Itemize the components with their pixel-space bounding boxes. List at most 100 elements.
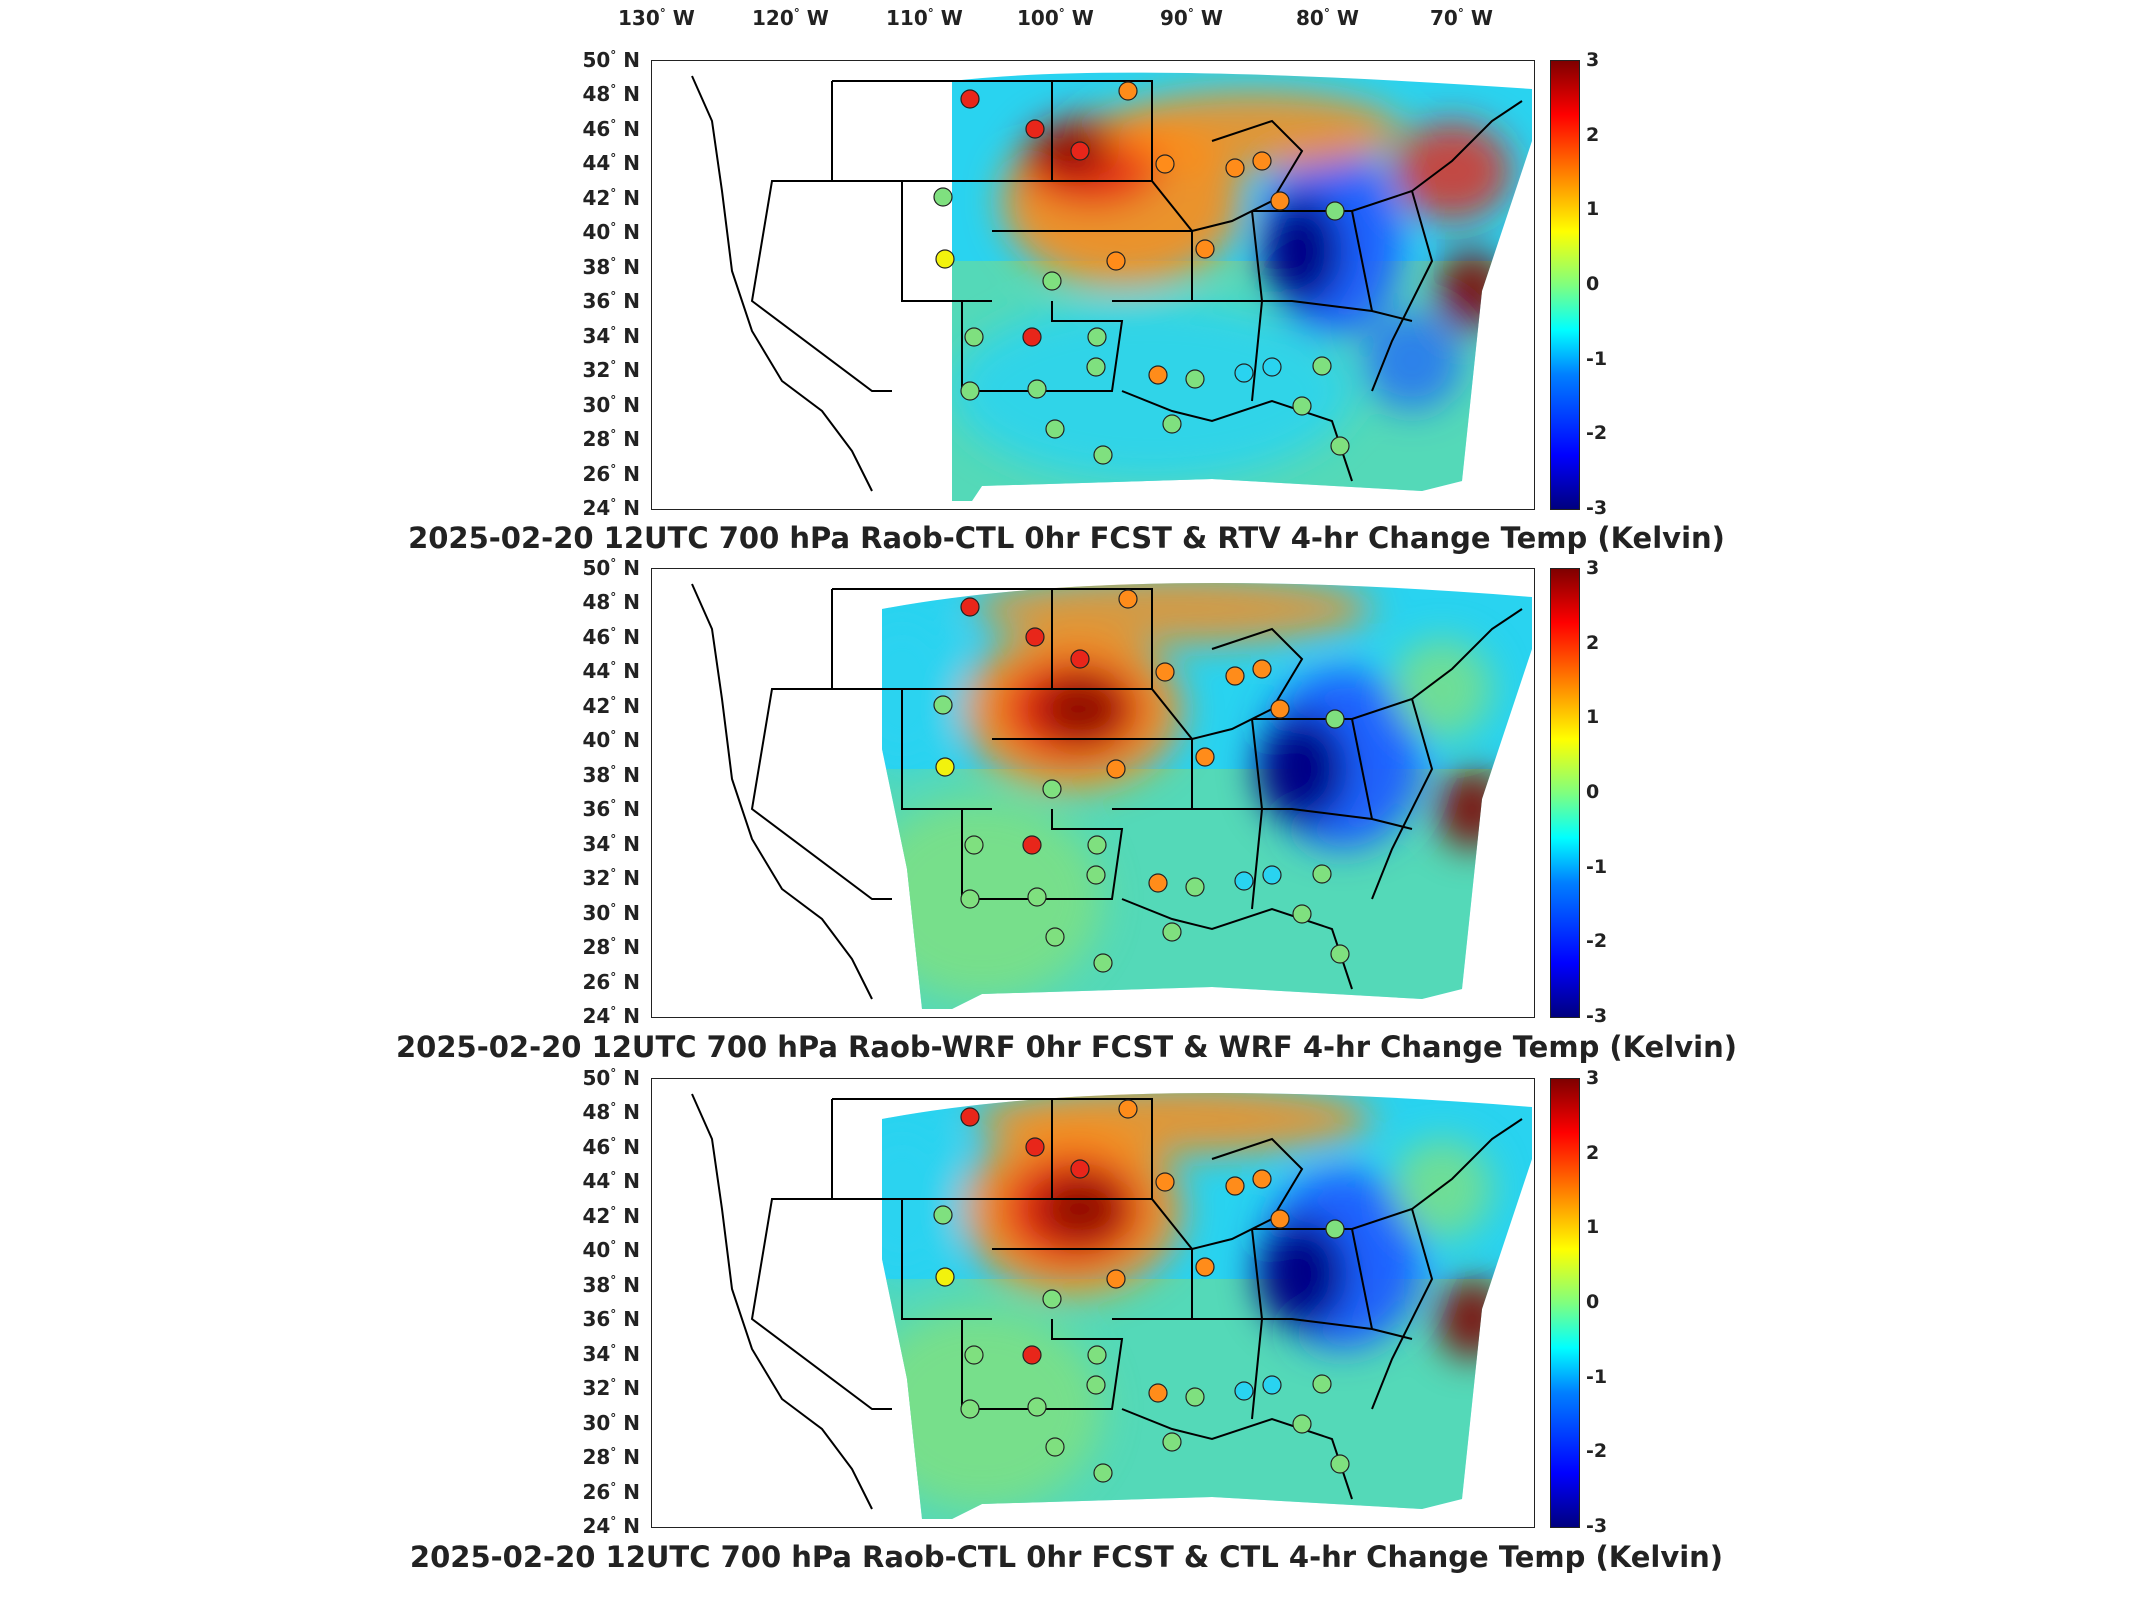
temperature-map — [691, 72, 1532, 502]
raob-station-marker — [1325, 709, 1345, 729]
raob-station-marker — [1330, 944, 1350, 964]
boundary-line — [1371, 190, 1434, 392]
raob-station-marker — [1262, 1375, 1282, 1395]
colorbar — [1550, 568, 1580, 1018]
raob-station-marker — [1106, 759, 1126, 779]
raob-station-marker — [960, 889, 980, 909]
raob-station-marker — [1025, 1137, 1045, 1157]
colorbar-tick: 1 — [1586, 706, 1600, 729]
raob-station-marker — [1118, 81, 1138, 101]
boundary-line — [1251, 210, 1264, 402]
raob-station-marker — [1022, 1345, 1042, 1365]
boundary-line — [832, 588, 1053, 690]
lat-label: 30° N — [582, 392, 640, 417]
boundary-line — [1052, 588, 1193, 810]
raob-station-marker — [1262, 865, 1282, 885]
lat-label: 30° N — [582, 1410, 640, 1435]
colorbar-tick: 0 — [1586, 1291, 1600, 1313]
boundary-line — [1371, 698, 1434, 900]
raob-station-marker — [1312, 1374, 1332, 1394]
raob-station-marker — [1225, 158, 1245, 178]
raob-station-marker — [1022, 835, 1042, 855]
raob-station-marker — [1292, 396, 1312, 416]
data-field — [882, 1093, 1532, 1520]
boundary-line — [1191, 1137, 1304, 1250]
field-blob — [972, 1093, 1372, 1154]
raob-station-marker — [1234, 363, 1254, 383]
boundary-line — [1351, 718, 1373, 820]
colorbar-tick: -3 — [1586, 1005, 1608, 1027]
field-blob — [972, 583, 1372, 644]
raob-station-marker — [933, 695, 953, 715]
lat-label: 42° N — [582, 1203, 640, 1228]
colorbar — [1550, 60, 1580, 510]
lat-label: 26° N — [582, 969, 640, 994]
raob-station-marker — [960, 1107, 980, 1127]
lat-label: 34° N — [582, 1341, 640, 1366]
lat-label: 44° N — [582, 151, 640, 176]
raob-station-marker — [1086, 1375, 1106, 1395]
raob-station-marker — [1070, 1159, 1090, 1179]
raob-station-marker — [1292, 904, 1312, 924]
data-field — [882, 583, 1532, 1010]
raob-station-marker — [1262, 357, 1282, 377]
field-blob — [1362, 311, 1462, 411]
lat-label: 46° N — [582, 624, 640, 649]
boundary-line — [691, 1093, 873, 1510]
raob-station-marker — [1027, 1397, 1047, 1417]
raob-station-marker — [1093, 953, 1113, 973]
colorbar-tick: 2 — [1586, 123, 1600, 146]
map-frame — [651, 60, 1535, 510]
boundary-line — [1121, 898, 1353, 990]
lat-label: 26° N — [582, 1479, 640, 1504]
lon-label: 90° W — [1160, 6, 1223, 30]
colorbar-tick: -2 — [1586, 1440, 1608, 1463]
data-field — [952, 72, 1532, 502]
raob-station-marker — [1185, 877, 1205, 897]
raob-station-marker — [1312, 864, 1332, 884]
lat-label: 38° N — [582, 762, 640, 787]
boundary-line — [1192, 808, 1413, 830]
boundary-line — [1351, 210, 1373, 312]
raob-station-marker — [1025, 627, 1045, 647]
raob-station-marker — [1106, 1269, 1126, 1289]
raob-station-marker — [1045, 419, 1065, 439]
lon-label: 70° W — [1430, 6, 1493, 30]
lat-label: 26° N — [582, 461, 640, 486]
boundary-line — [1251, 718, 1264, 910]
raob-station-marker — [1155, 154, 1175, 174]
field-blob — [1392, 639, 1492, 739]
colorbar-tick: 3 — [1586, 1067, 1600, 1089]
field-blob — [1437, 251, 1507, 331]
raob-station-marker — [1118, 589, 1138, 609]
colorbar-tick: -2 — [1586, 422, 1608, 445]
colorbar-tick: -3 — [1586, 1515, 1608, 1537]
boundary-line — [1052, 1098, 1193, 1320]
panel-title: 2025-02-20 12UTC 700 hPa Raob-CTL 0hr FC… — [409, 1540, 1724, 1574]
lon-label: 80° W — [1296, 6, 1359, 30]
lat-label: 48° N — [582, 82, 640, 107]
field-blob — [1257, 1219, 1347, 1329]
boundary-line — [691, 583, 873, 1000]
raob-stations — [933, 81, 1350, 465]
boundary-line — [961, 809, 1124, 900]
raob-station-marker — [1087, 1345, 1107, 1365]
boundary-line — [1121, 390, 1353, 482]
raob-stations — [933, 589, 1350, 973]
colorbar-tick: 2 — [1586, 631, 1600, 654]
lat-label: 38° N — [582, 254, 640, 279]
raob-station-marker — [1234, 1381, 1254, 1401]
raob-station-marker — [1195, 239, 1215, 259]
raob-station-marker — [1027, 887, 1047, 907]
lat-label: 32° N — [582, 1376, 640, 1401]
field-blob — [1037, 1174, 1127, 1244]
lat-label: 24° N — [582, 496, 640, 520]
raob-station-marker — [1045, 927, 1065, 947]
boundary-line — [691, 75, 873, 492]
raob-station-marker — [1185, 1387, 1205, 1407]
raob-station-marker — [1225, 1176, 1245, 1196]
boundary-line — [1371, 1208, 1434, 1410]
panel-title: 2025-02-20 12UTC 700 hPa Raob-WRF 0hr FC… — [395, 1030, 1737, 1064]
boundary-line — [750, 1099, 892, 1410]
lat-label: 28° N — [582, 427, 640, 452]
